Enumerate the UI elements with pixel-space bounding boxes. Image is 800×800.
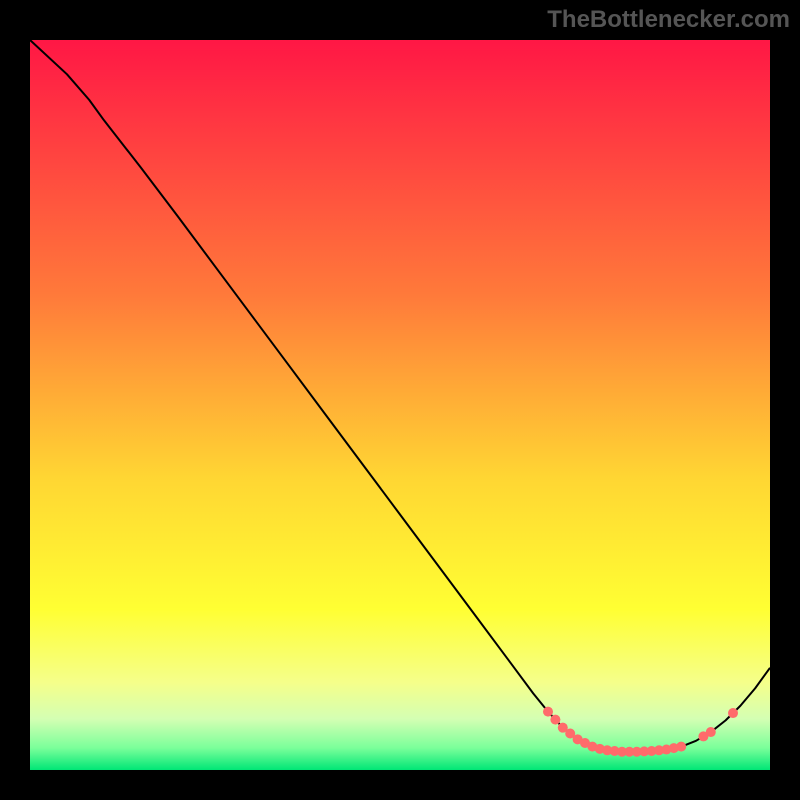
chart-svg	[30, 40, 770, 770]
watermark-text: TheBottlenecker.com	[547, 6, 790, 34]
data-marker	[676, 742, 686, 752]
data-marker	[543, 707, 553, 717]
chart-container: TheBottlenecker.com	[0, 0, 800, 800]
data-marker	[728, 708, 738, 718]
data-marker	[550, 715, 560, 725]
plot-area	[30, 40, 770, 770]
gradient-background	[30, 40, 770, 770]
data-marker	[706, 727, 716, 737]
